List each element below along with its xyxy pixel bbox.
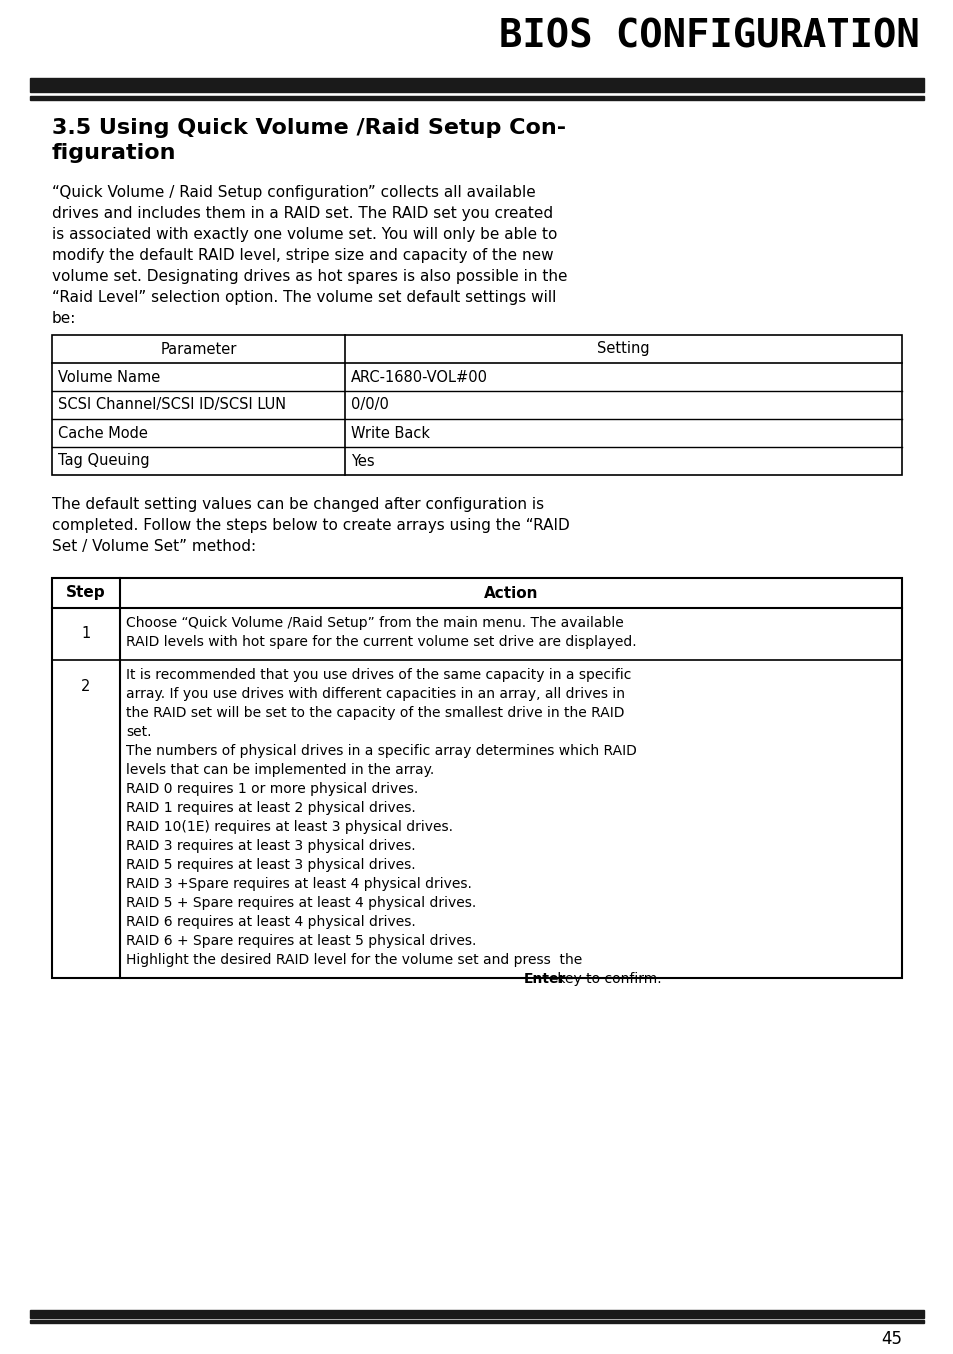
Text: set.: set. bbox=[126, 724, 152, 739]
Text: It is recommended that you use drives of the same capacity in a specific: It is recommended that you use drives of… bbox=[126, 668, 631, 682]
Text: Set / Volume Set” method:: Set / Volume Set” method: bbox=[52, 539, 255, 554]
Bar bbox=[52, 578, 901, 978]
Text: Parameter: Parameter bbox=[160, 341, 236, 356]
Bar bbox=[30, 1320, 923, 1323]
Text: be:: be: bbox=[52, 311, 76, 326]
Text: RAID 6 + Spare requires at least 5 physical drives.: RAID 6 + Spare requires at least 5 physi… bbox=[126, 934, 476, 948]
Text: “Quick Volume / Raid Setup configuration” collects all available: “Quick Volume / Raid Setup configuration… bbox=[52, 185, 536, 200]
Text: Yes: Yes bbox=[351, 454, 375, 468]
Text: 45: 45 bbox=[880, 1330, 901, 1349]
Text: RAID 5 requires at least 3 physical drives.: RAID 5 requires at least 3 physical driv… bbox=[126, 858, 416, 872]
Text: Highlight the desired RAID level for the volume set and press  the: Highlight the desired RAID level for the… bbox=[126, 953, 586, 967]
Text: array. If you use drives with different capacities in an array, all drives in: array. If you use drives with different … bbox=[126, 686, 624, 701]
Text: is associated with exactly one volume set. You will only be able to: is associated with exactly one volume se… bbox=[52, 227, 557, 242]
Text: 2: 2 bbox=[81, 678, 91, 695]
Text: Volume Name: Volume Name bbox=[58, 370, 160, 385]
Text: RAID 3 requires at least 3 physical drives.: RAID 3 requires at least 3 physical driv… bbox=[126, 839, 416, 853]
Text: The numbers of physical drives in a specific array determines which RAID: The numbers of physical drives in a spec… bbox=[126, 743, 637, 758]
Text: Enter: Enter bbox=[523, 972, 565, 986]
Text: BIOS CONFIGURATION: BIOS CONFIGURATION bbox=[498, 18, 919, 56]
Bar bbox=[30, 79, 923, 92]
Text: RAID 1 requires at least 2 physical drives.: RAID 1 requires at least 2 physical driv… bbox=[126, 802, 416, 815]
Bar bbox=[30, 96, 923, 100]
Text: RAID 3 +Spare requires at least 4 physical drives.: RAID 3 +Spare requires at least 4 physic… bbox=[126, 877, 472, 891]
Text: Cache Mode: Cache Mode bbox=[58, 425, 148, 440]
Text: 1: 1 bbox=[81, 627, 91, 642]
Text: modify the default RAID level, stripe size and capacity of the new: modify the default RAID level, stripe si… bbox=[52, 248, 553, 263]
Text: RAID 0 requires 1 or more physical drives.: RAID 0 requires 1 or more physical drive… bbox=[126, 783, 417, 796]
Text: 3.5 Using Quick Volume /Raid Setup Con-: 3.5 Using Quick Volume /Raid Setup Con- bbox=[52, 118, 565, 138]
Text: Tag Queuing: Tag Queuing bbox=[58, 454, 150, 468]
Text: “Raid Level” selection option. The volume set default settings will: “Raid Level” selection option. The volum… bbox=[52, 290, 556, 305]
Text: completed. Follow the steps below to create arrays using the “RAID: completed. Follow the steps below to cre… bbox=[52, 519, 569, 533]
Text: 0/0/0: 0/0/0 bbox=[351, 398, 389, 413]
Text: drives and includes them in a RAID set. The RAID set you created: drives and includes them in a RAID set. … bbox=[52, 206, 553, 221]
Text: The default setting values can be changed after configuration is: The default setting values can be change… bbox=[52, 497, 543, 512]
Text: volume set. Designating drives as hot spares is also possible in the: volume set. Designating drives as hot sp… bbox=[52, 269, 567, 284]
Bar bbox=[30, 1311, 923, 1317]
Text: RAID 5 + Spare requires at least 4 physical drives.: RAID 5 + Spare requires at least 4 physi… bbox=[126, 896, 476, 910]
Text: the RAID set will be set to the capacity of the smallest drive in the RAID: the RAID set will be set to the capacity… bbox=[126, 705, 624, 720]
Text: Setting: Setting bbox=[597, 341, 649, 356]
Text: key to confirm.: key to confirm. bbox=[553, 972, 660, 986]
Text: levels that can be implemented in the array.: levels that can be implemented in the ar… bbox=[126, 764, 434, 777]
Text: Action: Action bbox=[483, 585, 537, 601]
Text: RAID 6 requires at least 4 physical drives.: RAID 6 requires at least 4 physical driv… bbox=[126, 915, 416, 929]
Text: RAID 10(1E) requires at least 3 physical drives.: RAID 10(1E) requires at least 3 physical… bbox=[126, 821, 453, 834]
Text: figuration: figuration bbox=[52, 144, 176, 162]
Text: ARC-1680-VOL#00: ARC-1680-VOL#00 bbox=[351, 370, 488, 385]
Bar bbox=[52, 334, 901, 475]
Text: SCSI Channel/SCSI ID/SCSI LUN: SCSI Channel/SCSI ID/SCSI LUN bbox=[58, 398, 286, 413]
Text: Step: Step bbox=[66, 585, 106, 601]
Text: RAID levels with hot spare for the current volume set drive are displayed.: RAID levels with hot spare for the curre… bbox=[126, 635, 636, 649]
Text: Choose “Quick Volume /Raid Setup” from the main menu. The available: Choose “Quick Volume /Raid Setup” from t… bbox=[126, 616, 623, 630]
Text: Write Back: Write Back bbox=[351, 425, 430, 440]
